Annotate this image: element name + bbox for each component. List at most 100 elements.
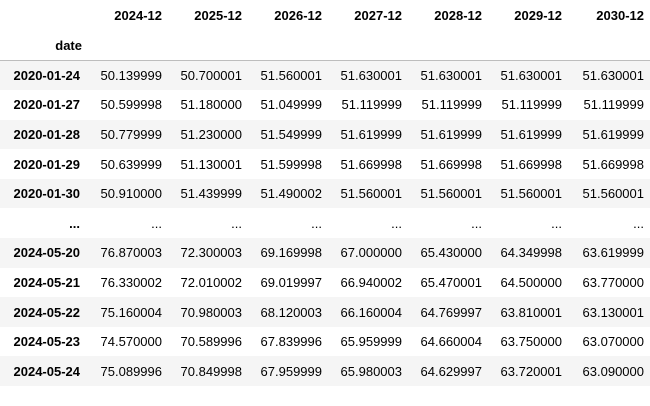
- row-index-cell: 2020-01-29: [13, 156, 81, 172]
- table-cell: 50.139999: [100, 68, 162, 84]
- table-row: 2020-01-27 50.599998 51.180000 51.049999 51.…: [0, 90, 650, 120]
- table-cell: 67.839996: [260, 334, 322, 350]
- table-cell: 51.669998: [420, 156, 482, 172]
- table-cell: 51.599998: [260, 156, 322, 172]
- table-cell: ...: [231, 215, 242, 231]
- column-header: 2030-12: [596, 7, 644, 23]
- table-header: 2024-12 2025-12 2026-12 2027-12 2028-12 …: [0, 0, 650, 61]
- table-cell: 63.070000: [582, 334, 644, 350]
- column-header: 2027-12: [354, 7, 402, 23]
- row-index-cell: 2024-05-23: [13, 334, 81, 350]
- table-row: 2020-01-28 50.779999 51.230000 51.549999 51.…: [0, 119, 650, 150]
- row-index-cell: 2024-05-24: [13, 363, 81, 379]
- table-cell: 50.639999: [100, 156, 162, 172]
- table-cell: 63.090000: [582, 363, 644, 379]
- table-cell: 51.669998: [500, 156, 562, 172]
- table-cell: 72.010002: [180, 274, 242, 290]
- table-cell: 66.160004: [340, 304, 402, 320]
- table-cell: 51.180000: [180, 97, 242, 113]
- table-row: 2020-01-30 50.910000 51.439999 51.490002 51.…: [0, 178, 650, 209]
- table-cell: ...: [551, 215, 562, 231]
- table-row: 2024-05-20 76.870003 72.300003 69.169998 67.…: [0, 238, 650, 268]
- table-cell: 51.560001: [420, 186, 482, 202]
- column-header: 2024-12: [114, 7, 162, 23]
- table-cell: 51.619999: [582, 126, 644, 142]
- table-cell: 51.669998: [582, 156, 644, 172]
- table-cell: 63.810001: [500, 304, 562, 320]
- column-header: 2026-12: [274, 7, 322, 23]
- table-row: 2020-01-29 50.639999 51.130001 51.599998 51.…: [0, 149, 650, 179]
- table-body: 2020-01-24 50.139999 50.700001 51.560001 51.…: [0, 60, 650, 387]
- table-cell: 76.870003: [100, 245, 162, 261]
- index-name-row: date: [0, 30, 650, 61]
- table-cell: 65.470001: [420, 274, 482, 290]
- column-header: 2028-12: [434, 7, 482, 23]
- table-cell: 67.000000: [340, 245, 402, 261]
- corner-cell: [0, 0, 88, 30]
- table-cell: ...: [391, 215, 402, 231]
- table-cell: 75.160004: [100, 304, 162, 320]
- table-cell: 51.669998: [340, 156, 402, 172]
- table-cell: 50.779999: [100, 126, 162, 142]
- table-cell: 51.560001: [260, 68, 322, 84]
- row-index-cell: 2020-01-28: [13, 126, 81, 142]
- table-cell: 51.560001: [582, 186, 644, 202]
- table-cell: 51.619999: [420, 126, 482, 142]
- table-cell: 63.720001: [500, 363, 562, 379]
- row-index-cell: 2020-01-27: [13, 97, 81, 113]
- table-cell: 51.630001: [500, 68, 562, 84]
- table-cell: 70.849998: [180, 363, 242, 379]
- table-cell: 51.619999: [340, 126, 402, 142]
- table-cell: 64.660004: [420, 334, 482, 350]
- table-cell: 70.980003: [180, 304, 242, 320]
- row-index-cell: 2024-05-21: [13, 274, 81, 290]
- table-cell: 51.130001: [180, 156, 242, 172]
- table-cell: 51.549999: [260, 126, 322, 142]
- table-cell: 51.490002: [260, 186, 322, 202]
- table-row: 2024-05-22 75.160004 70.980003 68.120003 66.…: [0, 297, 650, 327]
- table-cell: 74.570000: [100, 334, 162, 350]
- table-cell: 51.119999: [421, 97, 483, 113]
- table-row: 2024-05-21 76.330002 72.010002 69.019997 66.…: [0, 267, 650, 298]
- table-cell: 65.980003: [340, 363, 402, 379]
- row-index-cell: 2024-05-20: [13, 245, 81, 261]
- table-cell: 51.560001: [500, 186, 562, 202]
- table-cell: 51.630001: [582, 68, 644, 84]
- row-index-cell: ...: [69, 215, 80, 231]
- row-index-cell: 2020-01-30: [13, 186, 81, 202]
- table-cell: 64.500000: [500, 274, 562, 290]
- table-cell: ...: [633, 215, 644, 231]
- row-index-cell: 2020-01-24: [13, 68, 81, 84]
- table-cell: 50.700001: [180, 68, 242, 84]
- table-cell: 65.959999: [340, 334, 402, 350]
- table-cell: 67.959999: [260, 363, 322, 379]
- table-row: 2020-01-24 50.139999 50.700001 51.560001 51.…: [0, 60, 650, 91]
- table-cell: 64.349998: [500, 245, 562, 261]
- table-cell: 76.330002: [100, 274, 162, 290]
- table-cell: 68.120003: [260, 304, 322, 320]
- table-cell: ...: [471, 215, 482, 231]
- table-cell: 69.019997: [260, 274, 322, 290]
- table-cell: 51.560001: [340, 186, 402, 202]
- table-cell: ...: [151, 215, 162, 231]
- column-header-row: 2024-12 2025-12 2026-12 2027-12 2028-12 …: [0, 0, 650, 30]
- table-cell: 66.940002: [340, 274, 402, 290]
- table-cell: 51.630001: [420, 68, 482, 84]
- table-cell: 64.629997: [420, 363, 482, 379]
- table-cell: 64.769997: [420, 304, 482, 320]
- table-cell: ...: [311, 215, 322, 231]
- table-cell: 51.119999: [501, 97, 563, 113]
- table-cell: 51.049999: [260, 97, 322, 113]
- table-cell: 51.119999: [583, 97, 645, 113]
- table-cell: 63.770000: [582, 274, 644, 290]
- column-header: 2025-12: [194, 7, 242, 23]
- table-cell: 51.230000: [180, 126, 242, 142]
- table-cell: 51.619999: [500, 126, 562, 142]
- table-cell: 51.630001: [340, 68, 402, 84]
- dataframe-table: 2024-12 2025-12 2026-12 2027-12 2028-12 …: [0, 0, 650, 387]
- table-cell: 63.750000: [500, 334, 562, 350]
- table-cell: 50.910000: [100, 186, 162, 202]
- table-cell: 69.169998: [260, 245, 322, 261]
- table-row: ........................: [0, 208, 650, 239]
- table-cell: 51.119999: [341, 97, 403, 113]
